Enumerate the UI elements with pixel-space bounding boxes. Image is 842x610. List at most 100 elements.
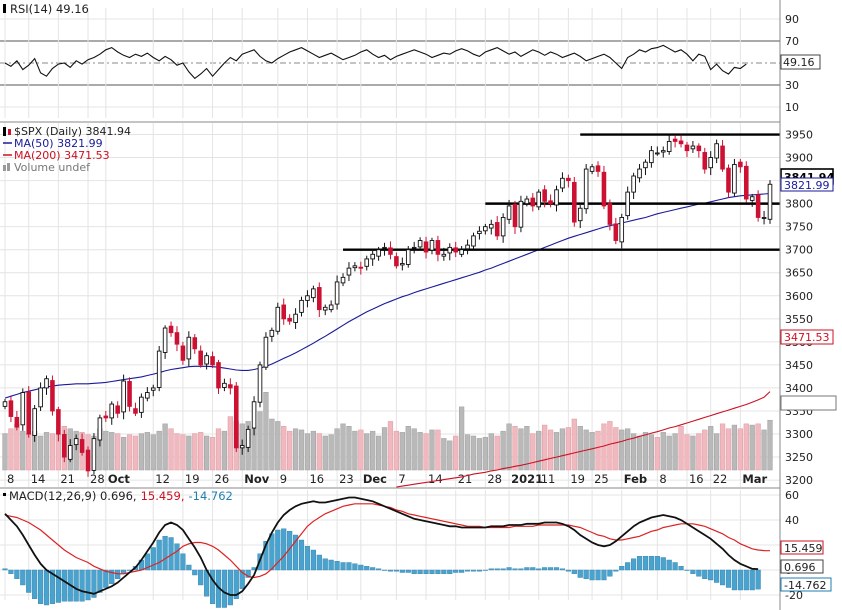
- macd-histogram-bar: [192, 569, 198, 576]
- candle-body: [595, 165, 601, 172]
- macd-histogram-bar: [298, 539, 305, 571]
- macd-histogram-bar: [559, 568, 566, 571]
- volume-bar: [269, 418, 275, 471]
- candle-body: [524, 198, 530, 205]
- macd-histogram-bar: [162, 536, 168, 571]
- candle-body: [79, 439, 85, 453]
- candle-body: [542, 189, 547, 202]
- macd-histogram-bar: [435, 569, 441, 574]
- macd-histogram-bar: [743, 569, 749, 591]
- price-tick-label: 3650: [785, 267, 813, 280]
- macd-histogram-bar: [322, 558, 328, 571]
- macd-histogram-bar: [14, 569, 20, 579]
- date-label: 28: [90, 472, 105, 486]
- macd-histogram-bar: [287, 531, 293, 571]
- macd-legend-main: MACD(12,26,9) 0.696,: [9, 489, 137, 503]
- macd-histogram-bar: [227, 569, 233, 606]
- macd-histogram-bar: [85, 569, 91, 601]
- price-tick-label: 3450: [785, 359, 813, 372]
- volume-bar: [221, 430, 228, 471]
- macd-histogram-bar: [506, 567, 512, 571]
- candle-body: [44, 378, 49, 389]
- macd-histogram-bar: [239, 569, 245, 589]
- macd-histogram-bar: [97, 569, 103, 593]
- date-label: 9: [280, 472, 287, 486]
- volume-bar: [120, 436, 127, 471]
- macd-histogram-bar: [49, 569, 56, 604]
- legend-volume-icon-2: [7, 163, 10, 171]
- macd-histogram-bar: [702, 569, 708, 579]
- macd-tick-label: 40: [785, 514, 799, 527]
- volume-bar: [304, 433, 311, 471]
- macd-histogram-bar: [174, 543, 180, 571]
- volume-bar: [109, 432, 115, 471]
- candle-body: [625, 191, 630, 217]
- macd-histogram-bar: [666, 559, 672, 571]
- macd-tick-label: -20: [785, 589, 803, 602]
- price-tick-label: 3200: [785, 474, 813, 487]
- candle-body: [738, 161, 743, 168]
- candle-body: [370, 253, 375, 260]
- price-legend-item: MA(200) 3471.53: [14, 149, 110, 162]
- volume-bar: [20, 430, 26, 471]
- macd-histogram-bar: [548, 567, 554, 571]
- macd-histogram-bar: [144, 553, 150, 571]
- candle-body: [536, 191, 542, 208]
- macd-badges: 15.459 0.696 -14.762: [780, 540, 832, 592]
- candle-body: [767, 183, 773, 220]
- volume-bar: [660, 432, 666, 471]
- macd-histogram-bar: [690, 569, 696, 574]
- candle-body: [198, 350, 203, 366]
- volume-bar: [417, 432, 423, 471]
- macd-lines: [4, 496, 771, 596]
- volume-bar: [435, 429, 441, 471]
- volume-bar: [144, 432, 150, 471]
- volume-bar: [731, 424, 738, 471]
- candle-body: [210, 356, 215, 366]
- candle-body: [566, 177, 571, 182]
- macd-histogram-bar: [441, 569, 447, 574]
- volume-bar: [37, 435, 44, 471]
- volume-bar: [292, 428, 299, 471]
- macd-histogram-bar: [719, 569, 726, 586]
- ma50-line: [4, 192, 771, 399]
- candle-body: [269, 329, 275, 337]
- candle-body: [643, 161, 648, 169]
- volume-bar: [536, 430, 542, 471]
- macd-histogram-bar: [180, 553, 186, 571]
- volume-bar: [648, 434, 655, 471]
- hist-value: -14.762: [784, 579, 826, 592]
- macd-panel: 6040200-20 MACD(12,26,9) 0.696,15.459,-1…: [0, 489, 832, 608]
- volume-bar: [257, 411, 263, 471]
- volume-bar: [263, 392, 269, 471]
- candle-body: [690, 145, 696, 150]
- price-tick-label: 3900: [785, 152, 813, 165]
- macd-value: 0.696: [784, 561, 816, 574]
- macd-histogram-bar: [387, 569, 394, 572]
- candle-body: [382, 246, 387, 249]
- macd-histogram-bar: [684, 569, 690, 571]
- macd-histogram-bar: [518, 568, 524, 571]
- price-legend-item: $SPX (Daily) 3841.94: [14, 125, 131, 138]
- candle-body: [459, 249, 464, 255]
- candle-body: [8, 400, 14, 417]
- macd-histogram-bar: [103, 569, 109, 588]
- volume-bar: [696, 433, 702, 471]
- candle-body: [281, 304, 287, 320]
- signal-value: 15.459: [784, 542, 823, 555]
- volume-bar: [571, 418, 577, 471]
- macd-histogram-bar: [109, 569, 115, 584]
- macd-histogram-bar: [186, 564, 192, 571]
- date-label: Feb: [624, 472, 647, 486]
- candle-body: [749, 196, 755, 201]
- price-tick-label: 3250: [785, 451, 813, 464]
- macd-histogram: [2, 528, 761, 608]
- volume-bar: [441, 438, 447, 471]
- macd-histogram-bar: [55, 569, 61, 603]
- macd-histogram-bar: [530, 567, 536, 571]
- rsi-legend: RSI(14) 49.16: [3, 2, 89, 16]
- date-label: Dec: [363, 472, 387, 486]
- macd-histogram-bar: [642, 556, 649, 571]
- candle-body: [222, 382, 227, 388]
- candle-body: [500, 217, 506, 237]
